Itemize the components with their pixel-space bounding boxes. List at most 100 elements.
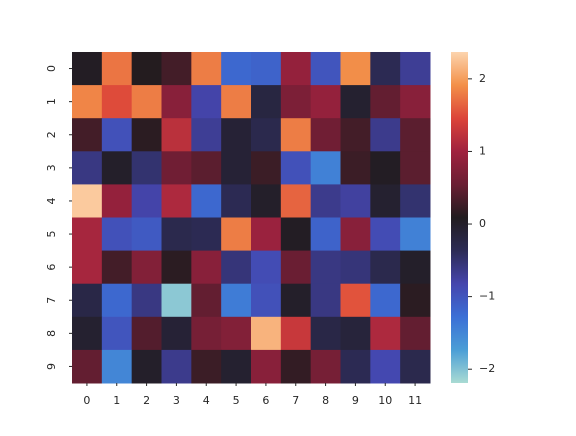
heatmap-cell xyxy=(280,85,312,119)
heatmap-cell xyxy=(101,52,133,86)
heatmap-cell xyxy=(72,118,103,152)
colorbar-tick-label: 1 xyxy=(479,144,486,157)
heatmap-cell xyxy=(72,316,103,351)
heatmap-cell xyxy=(72,349,103,384)
heatmap-cell xyxy=(280,349,312,384)
heatmap-cell xyxy=(161,184,192,218)
heatmap-cell xyxy=(400,151,431,185)
y-tick-label: 5 xyxy=(45,231,58,238)
heatmap-cell xyxy=(161,52,192,86)
heatmap-cell xyxy=(370,151,401,185)
heatmap-cell xyxy=(131,250,162,285)
heatmap-cell xyxy=(370,85,401,119)
heatmap-cell xyxy=(340,250,371,285)
heatmap-cell xyxy=(101,184,133,218)
heatmap-cell xyxy=(131,217,162,252)
heatmap-cell xyxy=(310,250,341,285)
heatmap-cell xyxy=(251,250,282,285)
heatmap-cell xyxy=(221,85,252,119)
y-tick-label: 2 xyxy=(45,131,58,138)
heatmap-cell xyxy=(340,151,371,185)
heatmap-cell xyxy=(191,283,222,318)
heatmap-cell xyxy=(131,52,162,86)
y-tick-label: 6 xyxy=(45,264,58,271)
heatmap-cell xyxy=(131,283,162,318)
heatmap-cell xyxy=(191,52,222,86)
heatmap-cell xyxy=(101,217,133,252)
heatmap-cell xyxy=(251,349,282,384)
heatmap-cell xyxy=(280,217,312,252)
colorbar-tick-label: −2 xyxy=(479,362,495,375)
heatmap-cell xyxy=(370,316,401,351)
heatmap-cell xyxy=(310,151,341,185)
heatmap-cell xyxy=(400,316,431,351)
heatmap-cell xyxy=(131,184,162,218)
heatmap-cell xyxy=(221,52,252,86)
heatmap-cell xyxy=(400,184,431,218)
heatmap-cell xyxy=(221,118,252,152)
heatmap-cell xyxy=(72,85,103,119)
heatmap-cell xyxy=(161,283,192,318)
heatmap-cell xyxy=(221,184,252,218)
heatmap-cell xyxy=(370,349,401,384)
x-tick-label: 8 xyxy=(322,394,329,407)
heatmap-cell xyxy=(370,250,401,285)
heatmap-cell xyxy=(310,118,341,152)
heatmap-cell xyxy=(161,217,192,252)
heatmap-cell xyxy=(221,217,252,252)
heatmap-cell xyxy=(370,52,401,86)
heatmap-cell xyxy=(101,151,133,185)
heatmap-cell xyxy=(131,349,162,384)
heatmap-cell xyxy=(72,283,103,318)
heatmap-cell xyxy=(191,118,222,152)
heatmap-cell xyxy=(161,85,192,119)
heatmap-cell xyxy=(221,250,252,285)
heatmap-cell xyxy=(310,217,341,252)
heatmap-cell xyxy=(251,52,282,86)
x-tick-label: 1 xyxy=(113,394,120,407)
heatmap-cell xyxy=(340,283,371,318)
heatmap-cell xyxy=(370,184,401,218)
heatmap-cell xyxy=(251,217,282,252)
heatmap-cell xyxy=(161,151,192,185)
heatmap-cell xyxy=(101,316,133,351)
heatmap-cell xyxy=(280,184,312,218)
heatmap-cell xyxy=(72,52,103,86)
heatmap-cell xyxy=(310,85,341,119)
heatmap-cell xyxy=(310,52,341,86)
y-tick-label: 7 xyxy=(45,297,58,304)
heatmap-cell xyxy=(191,217,222,252)
heatmap-cell xyxy=(400,118,431,152)
heatmap-cell xyxy=(101,250,133,285)
heatmap-cell xyxy=(101,349,133,384)
heatmap-cell xyxy=(161,118,192,152)
heatmap-cell xyxy=(251,118,282,152)
heatmap-cell xyxy=(131,151,162,185)
y-tick-label: 3 xyxy=(45,164,58,171)
x-tick-label: 0 xyxy=(83,394,90,407)
heatmap-cell xyxy=(101,283,133,318)
x-tick-label: 7 xyxy=(292,394,299,407)
heatmap-cell xyxy=(101,118,133,152)
heatmap-cell xyxy=(340,184,371,218)
heatmap-cell xyxy=(251,151,282,185)
heatmap-cell xyxy=(131,118,162,152)
x-tick-label: 11 xyxy=(408,394,422,407)
heatmap-cell xyxy=(191,151,222,185)
heatmap-cell xyxy=(400,283,431,318)
heatmap-cell xyxy=(191,316,222,351)
heatmap-cell xyxy=(191,250,222,285)
colorbar xyxy=(451,52,468,383)
heatmap-cell xyxy=(72,250,103,285)
heatmap-cell xyxy=(310,316,341,351)
heatmap-cell xyxy=(340,118,371,152)
heatmap-cell xyxy=(221,349,252,384)
y-tick-label: 0 xyxy=(45,65,58,72)
heatmap-cell xyxy=(280,250,312,285)
x-tick-label: 4 xyxy=(203,394,210,407)
heatmap-cell xyxy=(280,283,312,318)
heatmap-cell xyxy=(72,184,103,218)
heatmap-cell xyxy=(340,349,371,384)
x-tick-label: 5 xyxy=(233,394,240,407)
